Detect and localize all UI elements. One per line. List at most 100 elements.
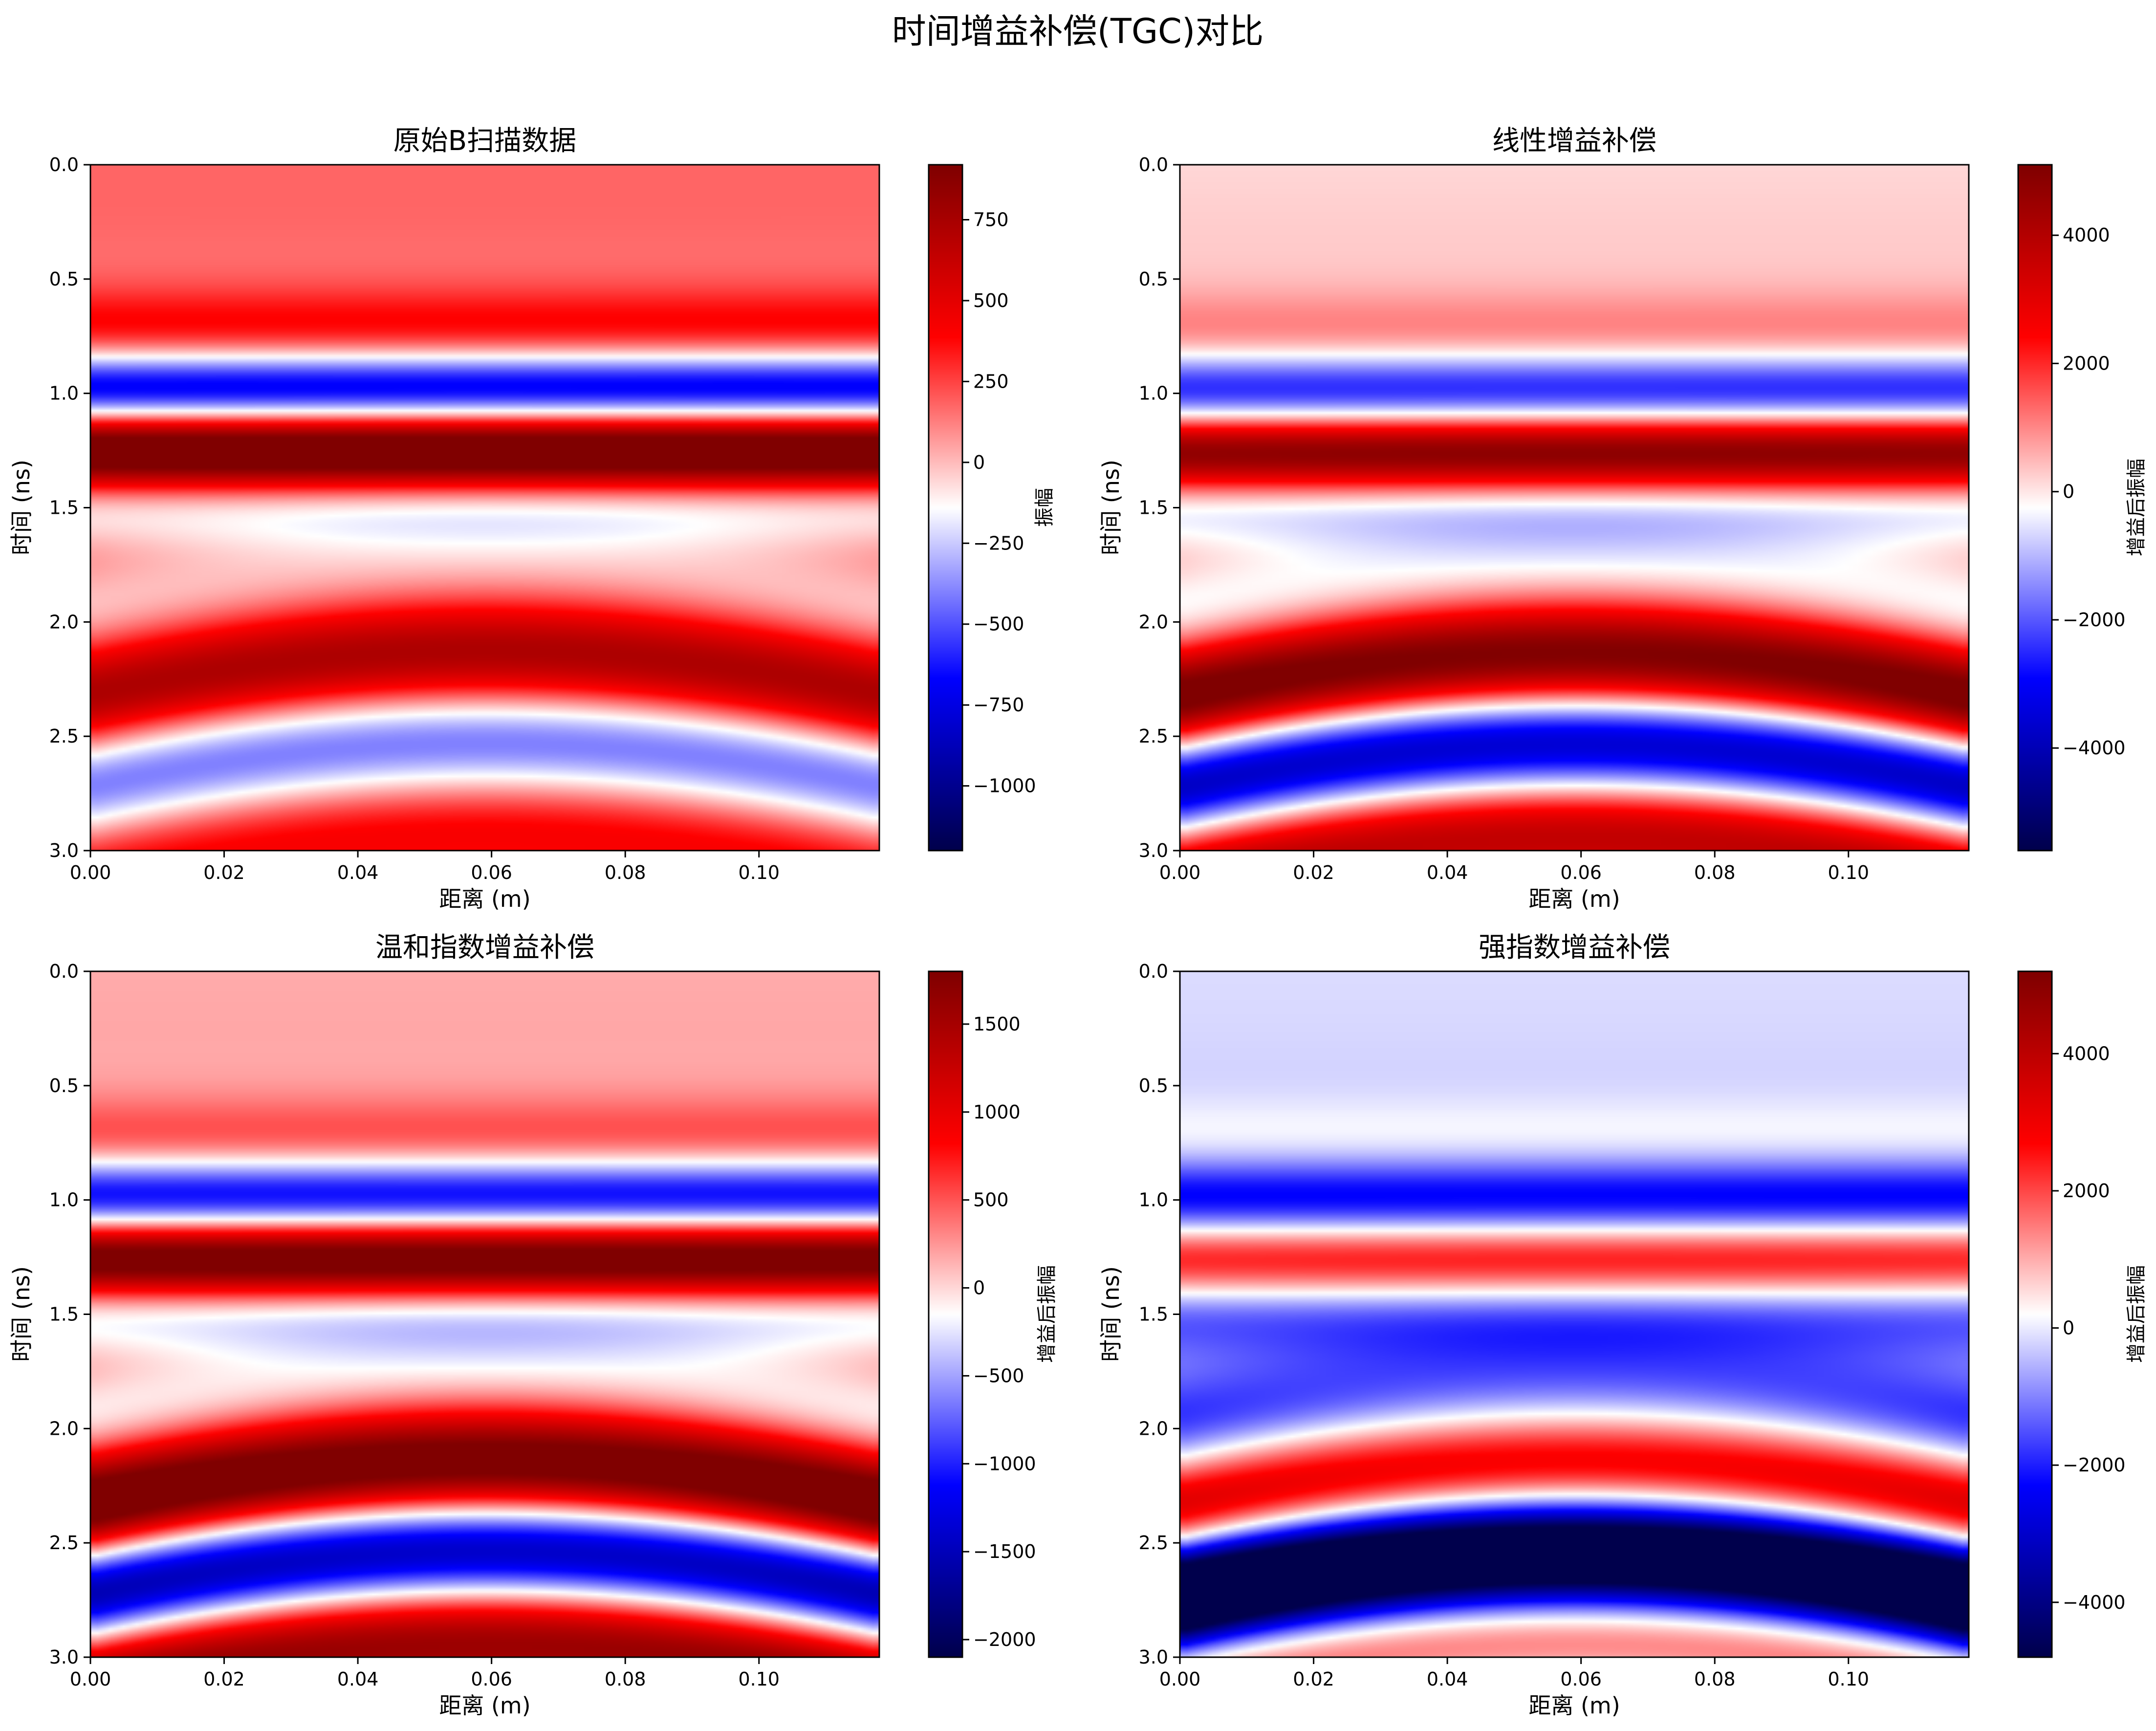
y-tick-label: 3.0: [49, 1646, 79, 1668]
x-tick-label: 0.06: [1560, 1668, 1602, 1690]
y-axis-label: 时间 (ns): [8, 1266, 35, 1362]
y-tick-label: 3.0: [1139, 1646, 1168, 1668]
y-tick-label: 0.0: [49, 154, 79, 175]
colorbar-tick-label: −1500: [973, 1541, 1036, 1562]
y-axis-label: 时间 (ns): [1098, 1266, 1124, 1362]
heatmap-image: [90, 971, 879, 1657]
y-tick-label: 0.0: [1139, 154, 1168, 175]
colorbar-tick-label: 0: [973, 452, 985, 473]
y-axis-label: 时间 (ns): [1098, 460, 1124, 555]
y-tick-label: 0.5: [1139, 1075, 1168, 1096]
x-axis-ticks: 0.00 0.02 0.04 0.06 0.08 0.10: [1159, 1657, 1869, 1690]
heatmap-image: [90, 165, 879, 851]
colorbar-frame: [2017, 970, 2053, 1658]
colorbar-ticks: 4000 2000 0 −2000 −4000: [2052, 224, 2126, 759]
heatmap-raster: [90, 971, 879, 1657]
colorbar-tick-label: −2000: [973, 1629, 1036, 1650]
colorbar-label: 振幅: [1033, 488, 1056, 527]
colorbar-tick-label: −500: [973, 1365, 1024, 1386]
colorbar-tick-label: −2000: [2063, 1454, 2126, 1476]
colorbar-tick-label: −2000: [2063, 609, 2126, 631]
x-tick-label: 0.06: [471, 862, 512, 883]
y-tick-label: 1.5: [1139, 497, 1168, 519]
x-axis-ticks: 0.00 0.02 0.04 0.06 0.08 0.10: [70, 1657, 780, 1690]
colorbar: 750 500 250 0 −250 −500 −750 −1000 振幅: [928, 164, 1056, 852]
colorbar-ticks: 4000 2000 0 −2000 −4000: [2052, 1043, 2126, 1613]
y-tick-label: 1.5: [49, 1304, 79, 1325]
colorbar-frame: [928, 970, 963, 1658]
x-tick-label: 0.10: [1828, 1668, 1869, 1690]
colorbar: 4000 2000 0 −2000 −4000 增益后振幅: [2017, 164, 2148, 852]
y-axis-ticks: 0.0 0.5 1.0 1.5 2.0 2.5 3.0: [1139, 961, 1180, 1668]
y-tick-label: 0.0: [49, 961, 79, 982]
y-axis-ticks: 0.0 0.5 1.0 1.5 2.0 2.5 3.0: [49, 154, 90, 861]
x-tick-label: 0.08: [1694, 1668, 1736, 1690]
colorbar-raster: [2018, 971, 2052, 1657]
y-tick-label: 1.0: [49, 383, 79, 404]
y-tick-label: 2.0: [1139, 611, 1168, 633]
x-tick-label: 0.00: [70, 862, 111, 883]
colorbar-tick-label: 0: [2063, 481, 2074, 503]
subplot-title: 线性增益补偿: [1492, 125, 1656, 157]
x-tick-label: 0.08: [1694, 862, 1736, 883]
y-tick-label: 0.5: [1139, 268, 1168, 290]
colorbar-tick-label: −1000: [973, 1453, 1036, 1474]
y-tick-label: 1.5: [1139, 1304, 1168, 1325]
y-tick-label: 2.5: [1139, 1532, 1168, 1554]
heatmap-raster: [1180, 165, 1969, 851]
colorbar-gradient: [929, 165, 962, 851]
y-axis-label: 时间 (ns): [8, 460, 35, 555]
colorbar-ticks: 1500 1000 500 0 −500 −1000 −1500 −2000: [962, 1013, 1036, 1650]
x-tick-label: 0.08: [605, 1668, 646, 1690]
colorbar-gradient: [2018, 165, 2052, 851]
y-tick-label: 2.0: [49, 611, 79, 633]
y-tick-label: 1.0: [1139, 383, 1168, 404]
x-tick-label: 0.06: [1560, 862, 1602, 883]
heatmap-raster: [1180, 971, 1969, 1657]
colorbar-tick-label: 4000: [2063, 1043, 2110, 1064]
y-tick-label: 0.0: [1139, 961, 1168, 982]
colorbar-raster: [929, 165, 962, 851]
colorbar: 1500 1000 500 0 −500 −1000 −1500 −2000 增益后振幅: [928, 970, 1058, 1658]
subplot-mild-exp-gain: 温和指数增益补偿 0.00 0.02 0.04 0.06 0.08 0.10 0.0 0.5…: [8, 932, 1058, 1719]
colorbar-label: 增益后振幅: [1036, 1265, 1058, 1363]
subplot-linear-gain: 线性增益补偿 0.00 0.02 0.04 0.06 0.08 0.10 0.0 0.5 1.…: [1098, 125, 2148, 912]
x-axis-label: 距离 (m): [439, 1692, 530, 1719]
x-tick-label: 0.10: [738, 1668, 780, 1690]
x-tick-label: 0.10: [738, 862, 780, 883]
x-tick-label: 0.04: [1427, 862, 1468, 883]
x-tick-label: 0.00: [1159, 862, 1201, 883]
subplot-title: 原始B扫描数据: [393, 125, 576, 157]
figure-suptitle: 时间增益补偿(TGC)对比: [892, 11, 1264, 51]
colorbar-tick-label: 750: [973, 209, 1009, 231]
heatmap-image: [1180, 971, 1969, 1657]
y-tick-label: 2.0: [1139, 1418, 1168, 1439]
colorbar-frame: [2017, 164, 2053, 852]
y-tick-label: 3.0: [1139, 840, 1168, 861]
subplot-strong-exp-gain: 强指数增益补偿 0.00 0.02 0.04 0.06 0.08 0.10 0.0 0.5 1…: [1098, 932, 2148, 1719]
colorbar-tick-label: −500: [973, 614, 1024, 635]
x-tick-label: 0.08: [605, 862, 646, 883]
x-axis-label: 距离 (m): [439, 886, 530, 912]
x-tick-label: 0.02: [203, 862, 245, 883]
heatmap-image: [1180, 165, 1969, 851]
colorbar: 4000 2000 0 −2000 −4000 增益后振幅: [2017, 970, 2148, 1658]
x-tick-label: 0.00: [70, 1668, 111, 1690]
colorbar-ticks: 750 500 250 0 −250 −500 −750 −1000: [962, 209, 1036, 797]
x-tick-label: 0.00: [1159, 1668, 1201, 1690]
colorbar-tick-label: 1500: [973, 1013, 1021, 1035]
colorbar-tick-label: 0: [2063, 1317, 2074, 1339]
colorbar-label: 增益后振幅: [2125, 459, 2148, 556]
colorbar-tick-label: 500: [973, 1189, 1009, 1211]
colorbar-tick-label: 2000: [2063, 1180, 2110, 1202]
y-tick-label: 0.5: [49, 1075, 79, 1096]
colorbar-tick-label: 500: [973, 290, 1009, 311]
x-axis-ticks: 0.00 0.02 0.04 0.06 0.08 0.10: [70, 851, 780, 883]
colorbar-raster: [2018, 165, 2052, 851]
x-tick-label: 0.06: [471, 1668, 512, 1690]
x-axis-label: 距离 (m): [1528, 886, 1620, 912]
colorbar-raster: [929, 971, 962, 1657]
subplot-title: 强指数增益补偿: [1479, 932, 1670, 964]
subplot-raw-bscan: 原始B扫描数据 0.00 0.02 0.04 0.06 0.08 0.10 0.0 0.5 1…: [8, 125, 1056, 912]
